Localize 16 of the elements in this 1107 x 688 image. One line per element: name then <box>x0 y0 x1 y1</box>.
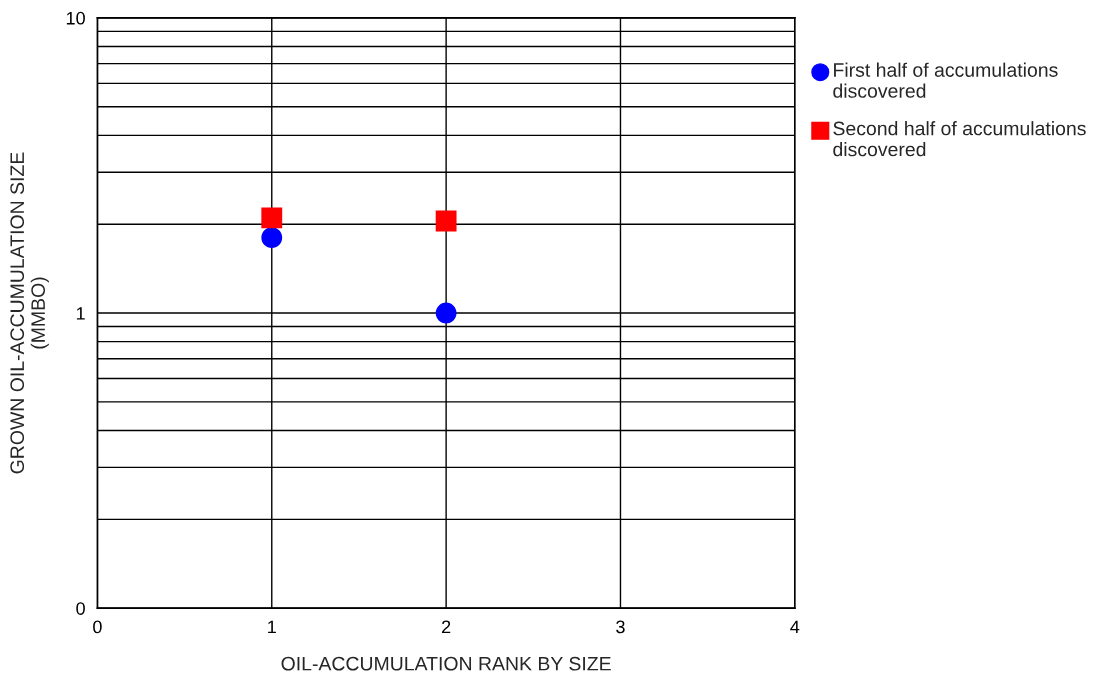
x-tick-label: 2 <box>442 620 451 634</box>
y-tick-label: 10 <box>66 11 85 25</box>
point <box>435 210 457 232</box>
point <box>261 227 283 249</box>
legend-label: Second half of accumulations discovered <box>833 121 1086 157</box>
x-tick-label: 3 <box>616 620 625 634</box>
y-axis-title: GROWN OIL-ACCUMULATION SIZE (MMBO) <box>10 152 49 474</box>
x-tick-label: 4 <box>790 620 800 634</box>
point <box>435 302 457 324</box>
point <box>261 207 283 229</box>
x-axis-title: OIL-ACCUMULATION RANK BY SIZE <box>281 656 611 671</box>
y-tick-label: 1 <box>76 307 85 320</box>
legend-label: First half of accumulations discovered <box>833 62 1058 98</box>
x-tick-label: 1 <box>268 620 276 634</box>
y-tick-label: 0 <box>76 602 85 615</box>
x-tick-label: 0 <box>93 620 102 634</box>
